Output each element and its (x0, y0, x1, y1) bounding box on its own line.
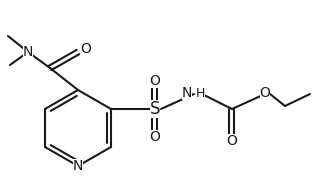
Text: H: H (196, 86, 205, 100)
Text: O: O (149, 74, 161, 88)
Text: O: O (149, 130, 161, 144)
Text: N: N (73, 159, 83, 173)
Text: O: O (259, 86, 270, 100)
Text: S: S (150, 100, 160, 118)
Text: N: N (182, 86, 192, 100)
Text: O: O (226, 134, 238, 148)
Text: O: O (80, 42, 92, 56)
Text: N: N (23, 45, 33, 59)
